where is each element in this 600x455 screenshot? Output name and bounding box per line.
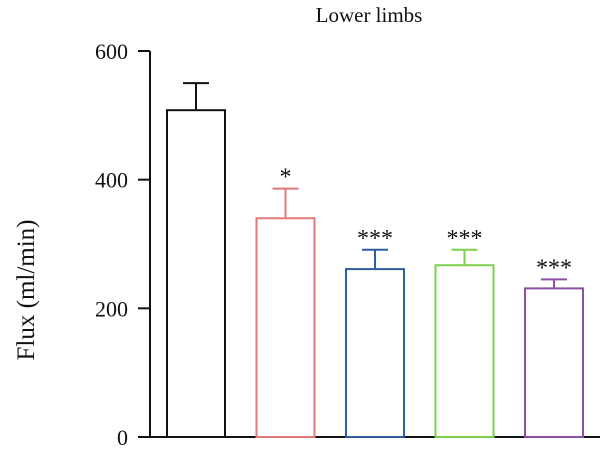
significance-label: *** — [536, 255, 572, 281]
bar — [524, 287, 584, 439]
chart-title: Lower limbs — [316, 3, 423, 27]
y-tick-label: 400 — [95, 168, 128, 193]
y-axis-ticks: 0 200 400 600 — [95, 39, 150, 450]
significance-label: *** — [447, 226, 483, 252]
y-tick-label: 600 — [95, 39, 128, 64]
y-axis-label: Flux (ml/min) — [13, 220, 40, 361]
y-tick-label: 0 — [117, 425, 128, 450]
bar — [255, 217, 316, 438]
significance-label: *** — [357, 226, 393, 252]
bar — [166, 109, 226, 438]
bar — [345, 268, 405, 438]
significance-label: * — [280, 165, 292, 191]
bar — [434, 264, 495, 439]
bars-group: **** ****** — [166, 82, 584, 439]
y-tick-label: 200 — [95, 296, 128, 321]
